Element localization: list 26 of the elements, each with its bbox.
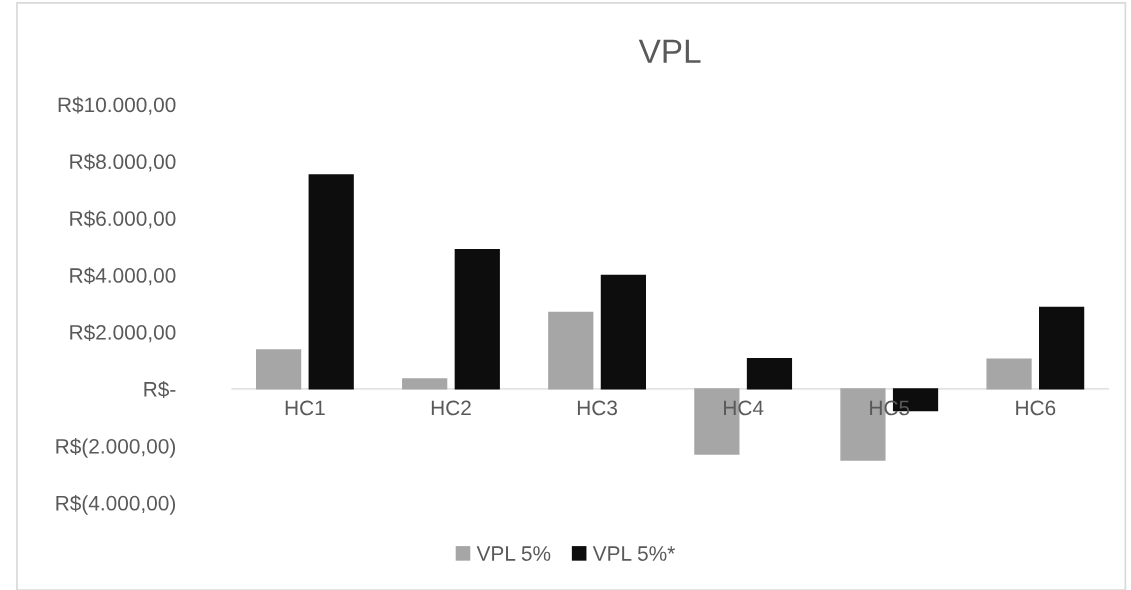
bar	[255, 349, 302, 390]
y-tick-label: R$6.000,00	[70, 210, 176, 229]
bar	[308, 174, 354, 390]
bar	[746, 358, 793, 390]
y-tick-label: R$8.000,00	[70, 153, 176, 172]
bar	[986, 358, 1032, 390]
y-tick-label: R$4.000,00	[70, 267, 176, 286]
y-tick-label: R$(2.000,00)	[56, 438, 176, 458]
legend-label: VPL 5%*	[592, 546, 675, 561]
legend-label: VPL 5%	[476, 546, 551, 561]
y-tick-label: R$-	[144, 381, 176, 398]
bar	[1039, 306, 1085, 390]
x-tick-label: HC1	[285, 400, 325, 416]
x-tick-label: HC2	[431, 400, 471, 416]
x-tick-label: HC3	[577, 400, 617, 416]
bar	[548, 311, 594, 390]
bar	[402, 378, 448, 390]
x-tick-label: HC4	[724, 400, 764, 416]
chart-title: VPL	[638, 39, 701, 63]
x-tick-label: HC6	[1016, 400, 1056, 416]
y-tick-label: R$10.000,00	[58, 96, 176, 115]
bar	[600, 274, 646, 390]
x-tick-label: HC5	[870, 400, 910, 416]
bar	[454, 249, 500, 390]
y-tick-label: R$(4.000,00)	[56, 494, 176, 515]
y-tick-label: R$2.000,00	[70, 324, 176, 343]
